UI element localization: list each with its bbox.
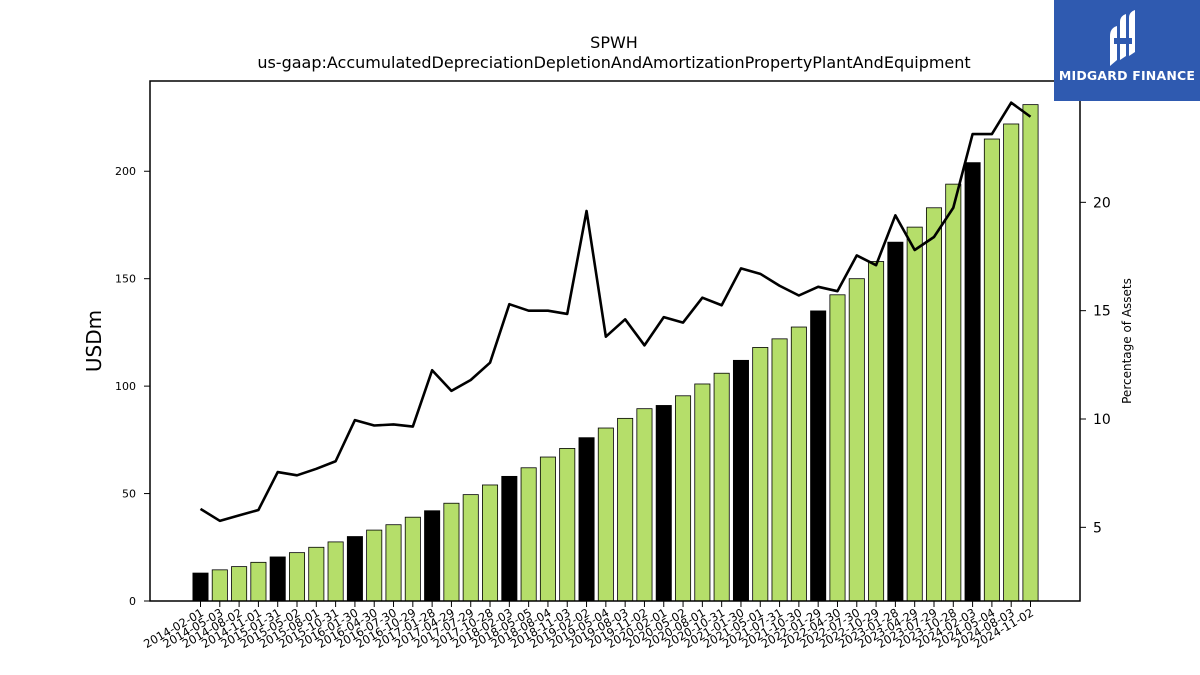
bar — [964, 162, 981, 602]
bar — [462, 494, 479, 602]
y-axis-left: 0 50 100 150 200 — [115, 165, 150, 608]
bar — [925, 207, 942, 602]
plot-frame — [149, 80, 1081, 602]
bar — [771, 338, 788, 602]
bar — [983, 138, 1000, 602]
y-axis-label: USDm — [82, 310, 106, 372]
y-tick-label: 50 — [122, 488, 136, 501]
bar — [250, 561, 267, 602]
bar — [694, 383, 711, 602]
bar — [424, 510, 441, 602]
bar — [443, 502, 460, 602]
line-path — [199, 101, 1032, 523]
bar — [559, 448, 576, 602]
bar — [732, 359, 749, 602]
bar — [211, 569, 228, 602]
bar — [346, 536, 363, 602]
bar — [636, 408, 653, 602]
bar — [848, 278, 865, 602]
bar — [385, 524, 402, 602]
bar — [501, 475, 518, 602]
bar — [868, 261, 885, 602]
y-tick-label: 150 — [115, 273, 136, 286]
bar — [752, 347, 769, 602]
bar — [1003, 123, 1020, 602]
chart-subtitle: us-gaap:AccumulatedDepreciationDepletion… — [257, 53, 970, 72]
y2-tick-label: 10 — [1093, 412, 1111, 428]
bar — [829, 294, 846, 602]
chart-title: SPWH — [590, 33, 638, 52]
bar — [713, 372, 730, 602]
y-tick-label: 0 — [129, 595, 136, 608]
bar — [906, 226, 923, 602]
bar — [289, 552, 306, 602]
y-axis-right: 5 10 15 20 — [1080, 195, 1111, 536]
bar — [655, 405, 672, 602]
bar — [790, 326, 807, 602]
bar — [192, 572, 209, 602]
bar — [539, 456, 556, 602]
bar — [404, 516, 421, 602]
y-tick-label: 100 — [115, 380, 136, 393]
bar — [1022, 104, 1039, 602]
bar — [269, 556, 286, 602]
bar — [327, 541, 344, 602]
y-tick-label: 200 — [115, 165, 136, 178]
y2-axis-label: Percentage of Assets — [1120, 278, 1134, 404]
y2-tick-label: 15 — [1093, 304, 1111, 320]
y2-tick-label: 20 — [1093, 195, 1111, 211]
bar — [810, 310, 827, 602]
bar — [887, 241, 904, 602]
bar — [945, 183, 962, 602]
bar — [308, 546, 325, 602]
line-series — [199, 101, 1032, 523]
bar — [675, 395, 692, 602]
x-axis: 2014-02-012014-05-032014-08-022014-11-01… — [141, 601, 1036, 651]
brand-name: MIDGARD FINANCE — [1058, 68, 1196, 83]
bar — [366, 529, 383, 602]
bar-series — [192, 104, 1039, 602]
bar — [231, 566, 248, 602]
midgard-logo-icon — [1110, 10, 1135, 66]
bar — [578, 437, 595, 602]
brand-badge: MIDGARD FINANCE — [1054, 0, 1200, 101]
bar — [617, 417, 634, 602]
bar — [482, 484, 499, 602]
bar — [597, 427, 614, 602]
bar — [520, 467, 537, 602]
y2-tick-label: 5 — [1093, 520, 1102, 536]
